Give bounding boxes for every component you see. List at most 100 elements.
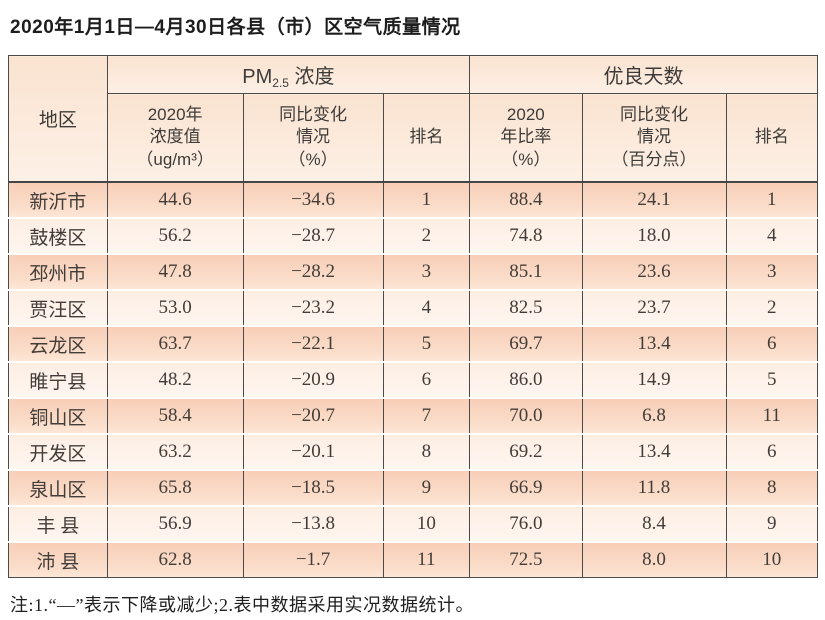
value-cell: 82.5 [469,290,583,327]
table-row: 沛 县 62.8 −1.7 11 72.5 8.0 10 [8,542,818,578]
region-cell: 云龙区 [8,326,108,363]
value-cell: 9 [382,470,470,507]
value-cell: 11.8 [581,470,727,507]
value-cell: 72.5 [469,542,583,578]
table-body: 新沂市 44.6 −34.6 1 88.4 24.1 1 鼓楼区 56.2 −28.7 2 74.8 1… [8,182,818,578]
value-cell: 8 [382,434,470,471]
header-pm-change: 同比变化 情况 （%） [242,93,384,183]
value-cell: −18.5 [242,470,384,507]
value-cell: 23.6 [581,254,727,291]
value-cell: 8.0 [581,542,727,578]
region-cell: 鼓楼区 [8,218,108,255]
value-cell: 18.0 [581,218,727,255]
value-cell: 70.0 [469,398,583,435]
header-days-rank: 排名 [725,93,818,183]
table-header: 地区 PM2.5 浓度 优良天数 2020年 浓度值 （ug/m³） 同比变化 … [8,55,818,183]
table-row: 丰 县 56.9 −13.8 10 76.0 8.4 9 [8,506,818,543]
header-pm25-group: PM2.5 浓度 [106,55,470,94]
value-cell: 65.8 [106,470,244,507]
group-header-row: 地区 PM2.5 浓度 优良天数 [8,55,818,183]
header-region: 地区 [8,55,108,183]
value-cell: 10 [382,506,470,543]
value-cell: 56.2 [106,218,244,255]
value-cell: 24.1 [581,182,727,219]
value-cell: −20.1 [242,434,384,471]
value-cell: 2 [725,290,818,327]
value-cell: 63.7 [106,326,244,363]
value-cell: 74.8 [469,218,583,255]
value-cell: 69.7 [469,326,583,363]
table-row: 新沂市 44.6 −34.6 1 88.4 24.1 1 [8,182,818,219]
value-cell: 14.9 [581,362,727,399]
table-row: 泉山区 65.8 −18.5 9 66.9 11.8 8 [8,470,818,507]
table-row: 鼓楼区 56.2 −28.7 2 74.8 18.0 4 [8,218,818,255]
header-ratio: 2020 年比率 （%） [469,93,583,183]
value-cell: 6 [725,326,818,363]
value-cell: 11 [725,398,818,435]
pm25-suffix: 浓度 [288,65,335,88]
value-cell: −34.6 [242,182,384,219]
sub-header-row: 2020年 浓度值 （ug/m³） 同比变化 情况 （%） 排名 2020 年比… [9,93,818,183]
region-cell: 丰 县 [8,506,108,543]
value-cell: 9 [725,506,818,543]
value-cell: 13.4 [581,434,727,471]
value-cell: 6 [725,434,818,471]
value-cell: 5 [382,326,470,363]
header-pm-rank: 排名 [382,93,470,183]
footnote: 注:1.“—”表示下降或减少;2.表中数据采用实况数据统计。 [10,595,474,615]
header-concentration: 2020年 浓度值 （ug/m³） [106,93,244,183]
value-cell: 8.4 [581,506,727,543]
value-cell: −28.7 [242,218,384,255]
table-row: 贾汪区 53.0 −23.2 4 82.5 23.7 2 [8,290,818,327]
value-cell: 44.6 [106,182,244,219]
region-cell: 睢宁县 [8,362,108,399]
value-cell: 10 [725,542,818,578]
value-cell: 62.8 [106,542,244,578]
table-row: 开发区 63.2 −20.1 8 69.2 13.4 6 [8,434,818,471]
air-quality-table: 地区 PM2.5 浓度 优良天数 2020年 浓度值 （ug/m³） 同比变化 … [8,55,818,578]
value-cell: 88.4 [469,182,583,219]
value-cell: 5 [725,362,818,399]
value-cell: −13.8 [242,506,384,543]
value-cell: 3 [382,254,470,291]
value-cell: −20.9 [242,362,384,399]
value-cell: 56.9 [106,506,244,543]
table-row: 铜山区 58.4 −20.7 7 70.0 6.8 11 [8,398,818,435]
value-cell: 8 [725,470,818,507]
value-cell: 11 [382,542,470,578]
header-days-change: 同比变化 情况 （百分点） [581,93,727,183]
value-cell: 23.7 [581,290,727,327]
pm25-subscript: 2.5 [272,75,289,90]
region-cell: 沛 县 [8,542,108,578]
value-cell: 69.2 [469,434,583,471]
region-cell: 邳州市 [8,254,108,291]
value-cell: 66.9 [469,470,583,507]
value-cell: −23.2 [242,290,384,327]
value-cell: 48.2 [106,362,244,399]
table-row: 睢宁县 48.2 −20.9 6 86.0 14.9 5 [8,362,818,399]
value-cell: 1 [382,182,470,219]
value-cell: −28.2 [242,254,384,291]
value-cell: 53.0 [106,290,244,327]
table-row: 邳州市 47.8 −28.2 3 85.1 23.6 3 [8,254,818,291]
value-cell: 6 [382,362,470,399]
value-cell: −22.1 [242,326,384,363]
region-cell: 贾汪区 [8,290,108,327]
value-cell: 7 [382,398,470,435]
value-cell: 86.0 [469,362,583,399]
value-cell: 63.2 [106,434,244,471]
pm25-label: PM [242,65,273,88]
value-cell: 58.4 [106,398,244,435]
value-cell: 4 [382,290,470,327]
table-row: 云龙区 63.7 −22.1 5 69.7 13.4 6 [8,326,818,363]
region-cell: 铜山区 [8,398,108,435]
value-cell: 47.8 [106,254,244,291]
value-cell: 13.4 [581,326,727,363]
value-cell: −20.7 [242,398,384,435]
value-cell: 85.1 [469,254,583,291]
value-cell: 2 [382,218,470,255]
value-cell: 1 [725,182,818,219]
header-good-days-group: 优良天数 [469,55,818,94]
value-cell: 76.0 [469,506,583,543]
